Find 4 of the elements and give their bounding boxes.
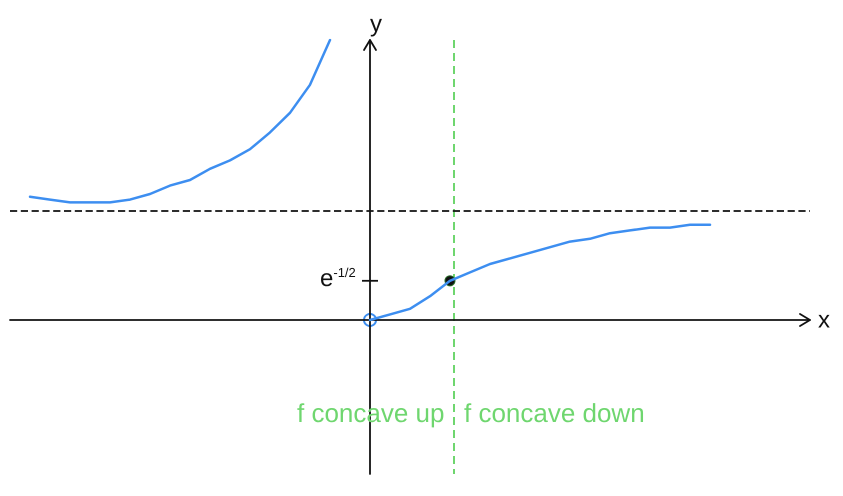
x-axis-title: x [818, 306, 830, 334]
text: f concave down [464, 398, 645, 428]
annotation: e$^{-1/2}$ [320, 265, 356, 292]
y-axis-title: y [370, 10, 382, 38]
